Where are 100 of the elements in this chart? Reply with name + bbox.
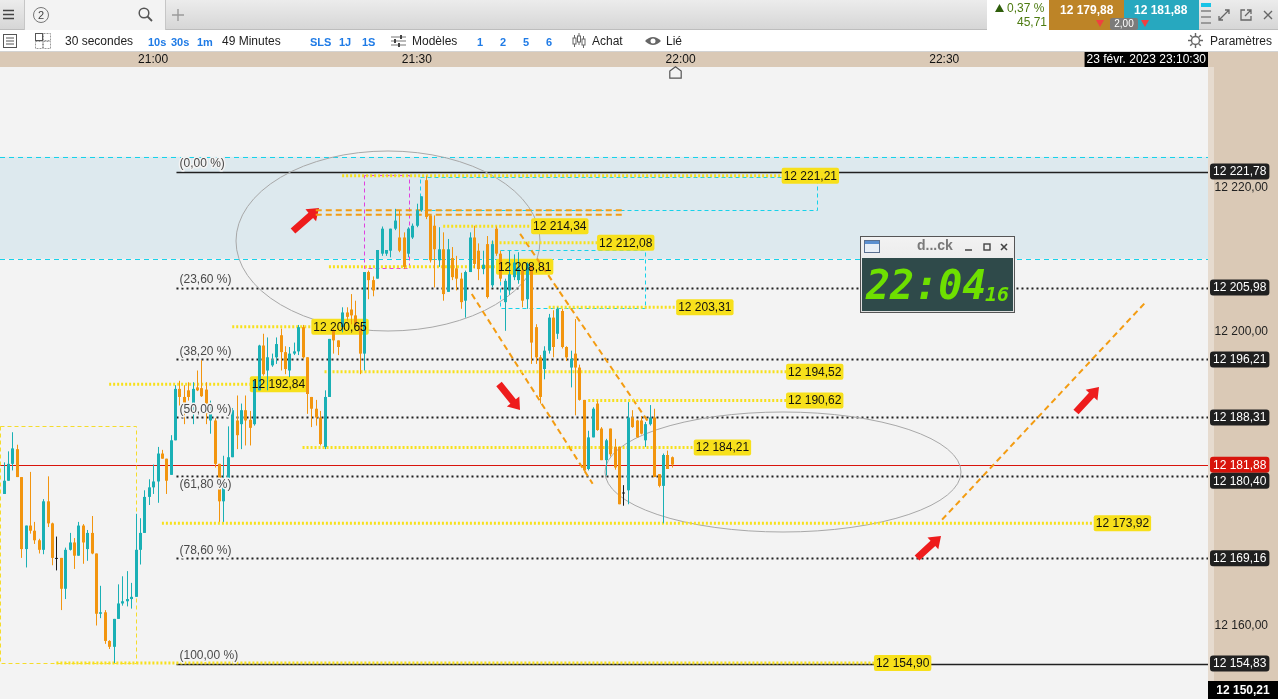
candlestick <box>148 478 151 506</box>
text: 49 Minutes <box>222 34 281 48</box>
text: 30 secondes <box>65 34 134 48</box>
x-tick-label: 21:00 <box>138 52 169 67</box>
candlestick <box>47 475 50 528</box>
candlestick <box>275 336 278 365</box>
annotation: 12 203,31 <box>678 300 732 315</box>
ref-line-label: 12 188,31 <box>1213 410 1267 425</box>
annotation: d...ck <box>917 237 953 254</box>
candlestick <box>280 328 283 372</box>
candlestick <box>315 399 318 427</box>
candlestick <box>91 515 94 555</box>
annotation: 12 154,90 <box>875 655 930 670</box>
candlestick <box>649 404 652 427</box>
text: 30s <box>171 35 190 49</box>
candlestick <box>460 272 463 310</box>
candlestick <box>455 255 458 291</box>
candlestick <box>310 396 313 428</box>
annotation: 12 190,62 <box>788 393 842 408</box>
candlestick <box>644 421 647 448</box>
text: Lié <box>666 34 683 48</box>
candlestick <box>196 370 199 392</box>
text: Paramètres <box>1210 34 1273 48</box>
candlestick <box>117 583 120 620</box>
text: SLS <box>310 35 332 49</box>
candlestick <box>570 350 573 388</box>
candlestick <box>543 345 546 380</box>
text: 10s <box>148 35 167 49</box>
candlestick <box>99 585 102 619</box>
candlestick <box>236 394 239 450</box>
candlestick <box>394 208 397 231</box>
annotation: 12 221,21 <box>783 168 838 183</box>
ref-line-label: 12 221,78 <box>1213 164 1267 179</box>
y-tick-label: 12 160,00 <box>1214 618 1269 633</box>
annotation: (23,60 %) <box>179 271 232 286</box>
annotation: 12 214,34 <box>533 218 587 233</box>
text: 6 <box>546 35 553 49</box>
candlestick <box>200 359 203 398</box>
text: Achat <box>592 34 623 48</box>
text: 1J <box>339 35 352 49</box>
candlestick <box>55 536 58 571</box>
spread-badge: 2,00 <box>1110 18 1138 30</box>
candlestick <box>139 517 142 566</box>
candlestick <box>29 471 32 535</box>
text: 45,71 <box>1017 15 1048 29</box>
text: 1m <box>197 35 213 49</box>
ref-line-label: 12 169,16 <box>1213 551 1267 566</box>
candlestick <box>605 438 608 477</box>
candlestick <box>86 529 89 562</box>
annotation: (100,00 %) <box>179 647 239 662</box>
candlestick <box>249 410 252 446</box>
ref-line-label: 12 180,40 <box>1213 473 1267 488</box>
candlestick <box>284 345 287 375</box>
candlestick <box>372 275 375 297</box>
x-tick-label: 22:00 <box>665 52 696 67</box>
annotation: 12 173,92 <box>1095 516 1150 531</box>
candlestick <box>187 381 190 402</box>
text: 0,37 % <box>1007 1 1045 15</box>
candlestick <box>574 318 577 416</box>
text: 5 <box>523 35 530 49</box>
x-tick-label: 22:30 <box>929 52 960 67</box>
y-tick-label: 12 220,00 <box>1214 180 1269 195</box>
ref-line-label: 12 205,98 <box>1213 280 1267 295</box>
annotation: (38,20 %) <box>179 343 232 358</box>
candlestick <box>165 458 168 495</box>
text: 12 150,21 <box>1216 682 1271 697</box>
candlestick <box>482 250 485 275</box>
text: 1 <box>477 35 484 49</box>
candlestick <box>11 431 14 471</box>
candlestick <box>82 523 85 565</box>
candlestick <box>7 450 10 482</box>
candlestick <box>73 537 76 570</box>
text: 23 févr. 2023 23:10:30 <box>1086 52 1207 67</box>
text: 12 179,88 <box>1060 3 1114 17</box>
candlestick <box>3 461 6 495</box>
candlestick <box>240 403 243 450</box>
candlestick <box>416 203 419 228</box>
text: 1S <box>362 35 376 49</box>
candlestick <box>367 270 370 300</box>
candlestick <box>178 380 181 407</box>
candlestick <box>25 525 28 568</box>
candlestick <box>451 246 454 281</box>
ref-line-label: 12 181,88 <box>1213 457 1267 472</box>
candlestick <box>288 346 291 378</box>
annotation: 16 <box>985 282 1010 306</box>
y-tick-label: 12 200,00 <box>1214 324 1269 339</box>
annotation: 12 212,08 <box>599 235 653 250</box>
candlestick <box>389 228 392 258</box>
candlestick <box>244 394 247 446</box>
candlestick <box>504 278 507 332</box>
x-tick-label: 21:30 <box>401 52 433 67</box>
text: 12 181,88 <box>1134 3 1188 17</box>
annotation: (78,60 %) <box>179 542 232 557</box>
candlestick <box>266 336 269 391</box>
candlestick <box>438 226 441 268</box>
text: 2 <box>500 35 507 49</box>
ref-line-label: 12 196,21 <box>1213 352 1267 367</box>
annotation: 12 184,21 <box>695 440 750 455</box>
annotation: 12 194,52 <box>788 364 842 379</box>
candlestick <box>152 464 155 495</box>
